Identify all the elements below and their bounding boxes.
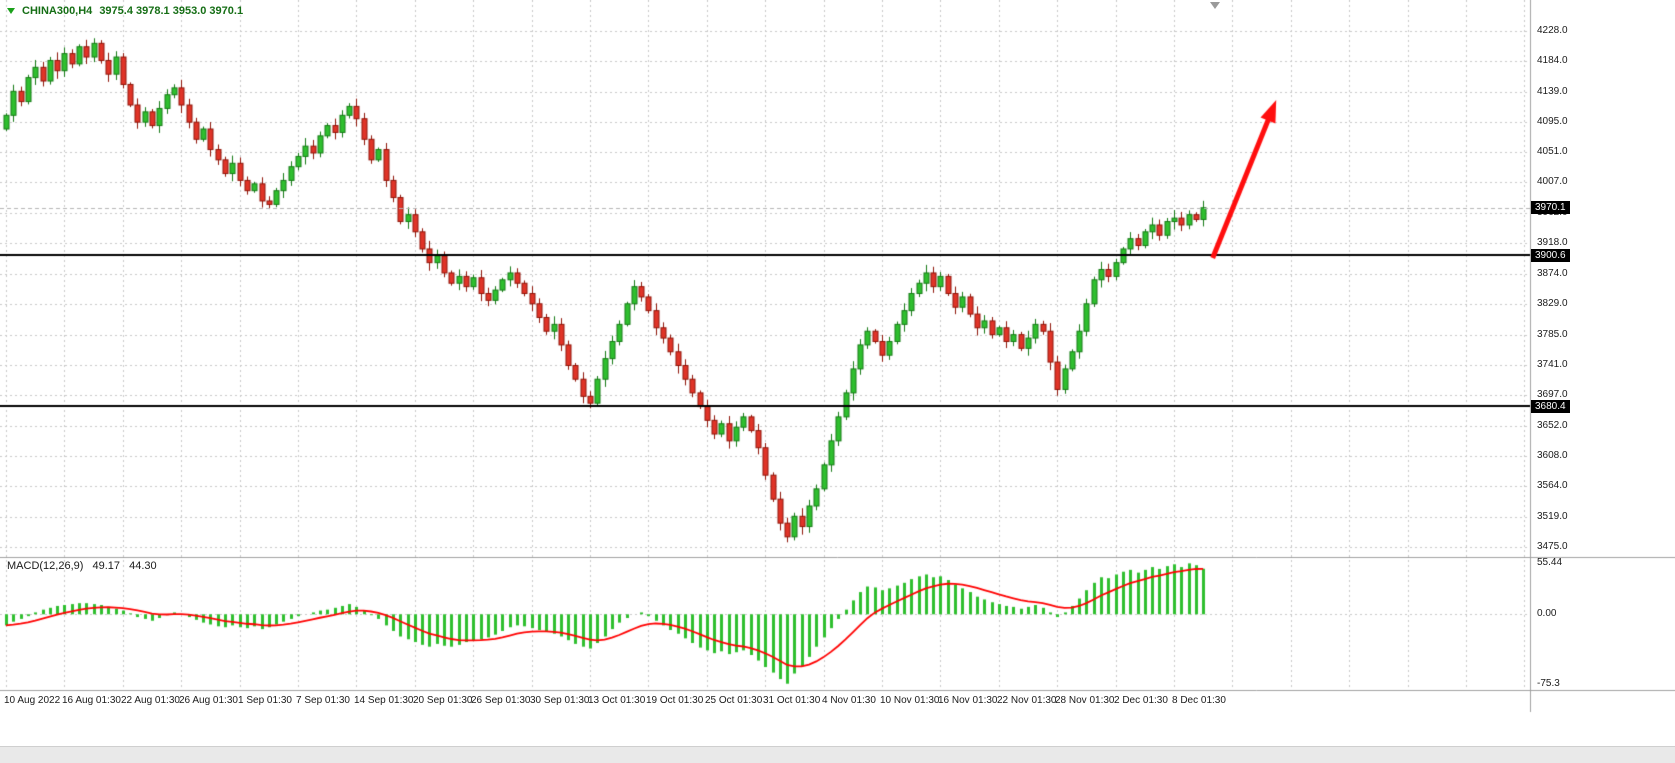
symbol-dropdown-icon [7,8,15,14]
time-axis-label: 2 Dec 01:30 [1114,695,1168,706]
symbol-name: CHINA300,H4 [22,5,93,17]
time-axis-label: 26 Aug 01:30 [179,695,238,706]
time-axis-label: 1 Sep 01:30 [238,695,292,706]
price-axis-label: 4051.0 [1537,146,1568,157]
time-axis-label: 16 Aug 01:30 [62,695,121,706]
price-axis-label: 4184.0 [1537,55,1568,66]
macd-name: MACD(12,26,9) [7,560,84,572]
macd-signal-value: 44.30 [129,560,157,572]
time-axis-label: 4 Nov 01:30 [822,695,876,706]
price-axis-label: 3741.0 [1537,359,1568,370]
price-axis-label: 3519.0 [1537,511,1568,522]
time-axis-label: 28 Nov 01:30 [1055,695,1115,706]
time-axis-label: 20 Sep 01:30 [413,695,473,706]
price-axis-label: 4007.0 [1537,176,1568,187]
time-axis-label: 16 Nov 01:30 [938,695,998,706]
hline-price-badge: 3900.6 [1531,249,1570,262]
time-axis-label: 13 Oct 01:30 [588,695,646,706]
macd-axis-label: 0.00 [1537,608,1557,619]
price-axis-label: 3608.0 [1537,450,1568,461]
price-axis-label: 4095.0 [1537,116,1568,127]
time-axis-label: 26 Sep 01:30 [471,695,531,706]
time-axis-label: 30 Sep 01:30 [530,695,590,706]
window-bottom-strip [0,746,1675,763]
time-axis-label: 8 Dec 01:30 [1172,695,1226,706]
price-axis-label: 3475.0 [1537,541,1568,552]
time-axis-label: 25 Oct 01:30 [705,695,763,706]
macd-main-value: 49.17 [92,560,121,572]
price-axis-label: 3652.0 [1537,420,1568,431]
price-axis-label: 3564.0 [1537,480,1568,491]
price-axis-label: 3918.0 [1537,237,1568,248]
time-axis-label: 31 Oct 01:30 [763,695,821,706]
ohlc-values: 3975.4 3978.1 3953.0 3970.1 [99,5,244,17]
time-axis-label: 22 Nov 01:30 [997,695,1057,706]
macd-indicator-label: MACD(12,26,9) 49.17 44.30 [7,560,163,572]
price-axis-label: 3697.0 [1537,389,1568,400]
symbol-ohlc-label: CHINA300,H4 3975.4 3978.1 3953.0 3970.1 [7,5,243,17]
bid-price-badge: 3970.1 [1531,201,1570,214]
time-axis-label: 22 Aug 01:30 [121,695,180,706]
price-axis-label: 3785.0 [1537,329,1568,340]
price-axis-label: 4228.0 [1537,25,1568,36]
price-axis-label: 4139.0 [1537,86,1568,97]
macd-axis-label: -75.3 [1537,678,1560,689]
time-axis-label: 10 Nov 01:30 [880,695,940,706]
macd-axis-label: 55.44 [1537,557,1563,568]
price-axis-label: 3874.0 [1537,268,1568,279]
chart-shift-marker-icon[interactable] [1210,2,1220,9]
hline-price-badge: 3680.4 [1531,400,1570,413]
time-axis-label: 10 Aug 2022 [4,695,61,706]
price-axis-label: 3829.0 [1537,298,1568,309]
time-axis-label: 7 Sep 01:30 [296,695,350,706]
time-axis-label: 19 Oct 01:30 [646,695,704,706]
time-axis-label: 14 Sep 01:30 [354,695,414,706]
